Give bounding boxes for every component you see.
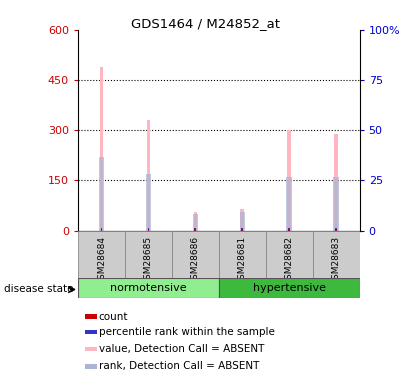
Bar [286, 177, 292, 231]
Bar [147, 120, 150, 231]
Bar [85, 364, 97, 369]
Text: GSM28685: GSM28685 [144, 236, 153, 285]
Bar [172, 231, 219, 278]
Text: value, Detection Call = ABSENT: value, Detection Call = ABSENT [99, 344, 264, 354]
Bar [288, 229, 290, 231]
Text: GDS1464 / M24852_at: GDS1464 / M24852_at [131, 17, 280, 30]
Bar [193, 214, 198, 231]
Text: normotensive: normotensive [110, 283, 187, 293]
Text: GSM28681: GSM28681 [238, 236, 247, 285]
Bar [219, 278, 360, 298]
Text: GSM28684: GSM28684 [97, 236, 106, 285]
Text: count: count [99, 312, 128, 322]
Bar [287, 130, 291, 231]
Bar [334, 134, 338, 231]
Bar [101, 229, 102, 231]
Bar [266, 231, 313, 278]
Bar [78, 278, 219, 298]
Bar [148, 229, 150, 231]
Text: disease state: disease state [4, 285, 74, 294]
Bar [148, 228, 150, 229]
Bar [240, 212, 245, 231]
Bar [241, 228, 243, 229]
Bar [335, 229, 337, 231]
Text: GSM28682: GSM28682 [285, 236, 294, 285]
Bar [78, 231, 125, 278]
Text: hypertensive: hypertensive [253, 283, 326, 293]
Bar [100, 67, 104, 231]
Text: rank, Detection Call = ABSENT: rank, Detection Call = ABSENT [99, 362, 259, 372]
Bar [333, 177, 339, 231]
Text: percentile rank within the sample: percentile rank within the sample [99, 327, 275, 337]
Bar [85, 347, 97, 351]
Bar [313, 231, 360, 278]
Bar [101, 228, 102, 229]
Bar [219, 231, 266, 278]
Bar [194, 229, 196, 231]
Text: GSM28686: GSM28686 [191, 236, 200, 285]
Bar [85, 330, 97, 334]
Bar [335, 228, 337, 229]
Bar [85, 314, 97, 319]
Bar [145, 174, 151, 231]
Bar [194, 228, 196, 229]
Bar [194, 212, 197, 231]
Bar [125, 231, 172, 278]
Bar [99, 157, 104, 231]
Text: GSM28683: GSM28683 [332, 236, 341, 285]
Bar [288, 228, 290, 229]
Bar [241, 229, 243, 231]
Bar [240, 209, 244, 231]
